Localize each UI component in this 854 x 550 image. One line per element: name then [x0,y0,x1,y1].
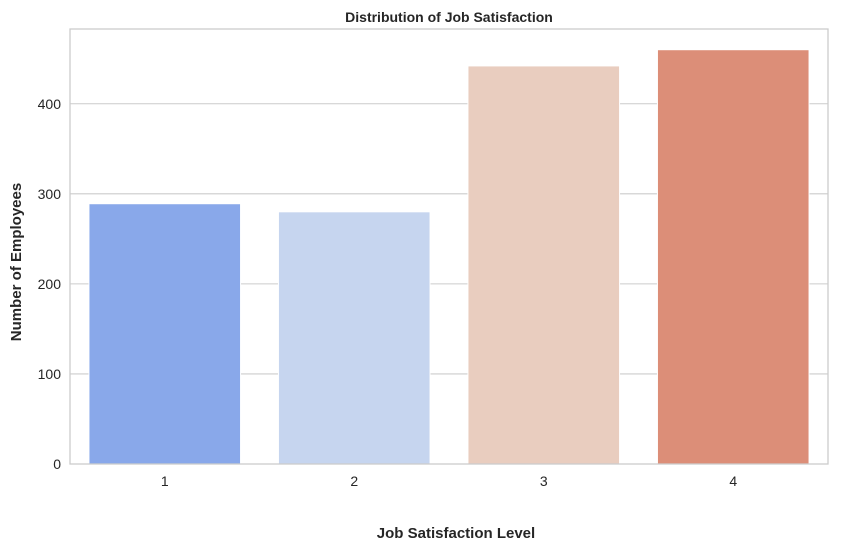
y-axis-label: Number of Employees [8,183,25,341]
x-tick-label: 1 [161,473,169,489]
bar-level-3 [467,65,621,465]
x-tick-label: 2 [350,473,358,489]
y-tick-label: 400 [38,96,62,112]
x-axis-label: Job Satisfaction Level [377,525,535,542]
y-tick-label: 100 [38,366,62,382]
bar-level-2 [277,211,431,465]
y-tick-label: 300 [38,186,62,202]
x-tick-label: 4 [729,473,737,489]
x-tick-label: 3 [540,473,548,489]
bar-level-1 [88,203,242,465]
x-tick-labels: 1 2 3 4 [161,473,738,489]
y-tick-labels: 0 100 200 300 400 [38,96,62,472]
y-tick-label: 200 [38,276,62,292]
bars [88,49,810,465]
bar-level-4 [656,49,810,465]
y-tick-label: 0 [53,456,61,472]
plot-frame [69,28,829,465]
chart-title: Distribution of Job Satisfaction [345,9,553,25]
